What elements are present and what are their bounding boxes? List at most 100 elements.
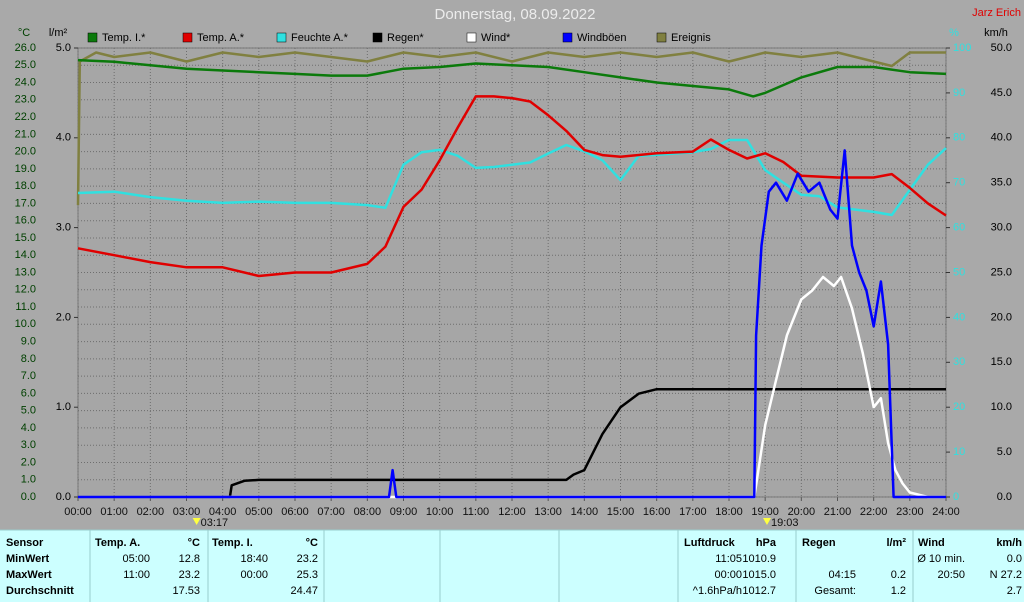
cell-time: 20:50 <box>937 569 965 581</box>
y-tick-label: 4.0 <box>21 422 36 434</box>
cell-value: 0.2 <box>891 569 906 581</box>
cell-time: 04:15 <box>828 569 856 581</box>
y-tick-label: 15.0 <box>15 232 36 244</box>
legend-label: Regen* <box>387 32 424 44</box>
x-tick-label: 16:00 <box>643 506 671 518</box>
cell-value: 1015.0 <box>742 569 776 581</box>
series-line <box>77 95 947 278</box>
y2-tick-label: 3.0 <box>56 222 71 234</box>
x-tick-label: 18:00 <box>715 506 743 518</box>
column-unit: °C <box>188 537 200 549</box>
cell-value: 1012.7 <box>742 585 776 597</box>
y3-tick-label: 60 <box>953 222 965 234</box>
legend-swatch <box>276 32 287 43</box>
y-tick-label: 1.0 <box>21 474 36 486</box>
y4-tick-label: 10.0 <box>991 401 1012 413</box>
y-tick-label: 11.0 <box>15 301 36 313</box>
table-lines <box>0 529 1024 602</box>
x-tick-label: 17:00 <box>679 506 707 518</box>
legend-label: Temp. A.* <box>197 32 245 44</box>
y3-tick-label: 50 <box>953 266 965 278</box>
y2-tick-label: 0.0 <box>56 491 71 503</box>
x-tick-label: 20:00 <box>788 506 816 518</box>
column-unit: km/h <box>996 537 1022 549</box>
legend-label: Ereignis <box>671 32 711 44</box>
cell-value: 1010.9 <box>742 553 776 565</box>
y-tick-label: 6.0 <box>21 387 36 399</box>
y-tick-label: 20.0 <box>15 146 36 158</box>
y3-axis-unit: % <box>949 27 959 39</box>
cell-time: 11:05 <box>715 553 742 565</box>
column-unit: hPa <box>756 537 777 549</box>
legend-swatch <box>656 32 667 43</box>
x-tick-label: 13:00 <box>534 506 562 518</box>
y-tick-label: 25.0 <box>15 59 36 71</box>
y4-tick-label: 45.0 <box>991 87 1012 99</box>
x-tick-label: 01:00 <box>100 506 128 518</box>
author: Jarz Erich <box>972 7 1021 19</box>
y-tick-label: 2.0 <box>21 456 36 468</box>
column-title: Temp. I. <box>212 537 253 549</box>
y-tick-label: 5.0 <box>21 405 36 417</box>
x-tick-label: 00:00 <box>64 506 92 518</box>
y2-tick-label: 4.0 <box>56 132 71 144</box>
y-tick-label: 14.0 <box>15 249 36 261</box>
cell-value: 17.53 <box>172 585 200 597</box>
cell-time: ^1.6hPa/h <box>693 585 742 597</box>
y4-tick-label: 15.0 <box>991 356 1012 368</box>
x-tick-label: 10:00 <box>426 506 454 518</box>
legend-swatch <box>372 32 383 43</box>
x-tick-label: 06:00 <box>281 506 309 518</box>
cell-value: 2.7 <box>1007 585 1022 597</box>
y4-tick-label: 20.0 <box>991 311 1012 323</box>
legend-swatch <box>87 32 98 43</box>
y4-tick-label: 35.0 <box>991 177 1012 189</box>
y-tick-label: 18.0 <box>15 180 36 192</box>
y-tick-label: 26.0 <box>15 42 36 54</box>
series-line <box>78 387 946 499</box>
legend-label: Wind* <box>481 32 511 44</box>
y-tick-label: 23.0 <box>15 94 36 106</box>
cell-value: 23.2 <box>179 569 200 581</box>
x-tick-label: 08:00 <box>354 506 382 518</box>
cell-value: 12.8 <box>179 553 200 565</box>
cell-time: Gesamt: <box>814 585 856 597</box>
y3-tick-label: 30 <box>953 356 965 368</box>
y4-tick-label: 0.0 <box>997 491 1012 503</box>
y-tick-label: 17.0 <box>15 197 36 209</box>
column-title: Wind <box>918 537 945 549</box>
series-line <box>78 275 946 499</box>
series-line <box>76 51 946 206</box>
y3-tick-label: 100 <box>953 42 971 54</box>
y-tick-label: 22.0 <box>15 111 36 123</box>
x-tick-label: 12:00 <box>498 506 526 518</box>
stats-table <box>0 530 1024 602</box>
y4-axis-unit: km/h <box>984 27 1008 39</box>
y-tick-label: 0.0 <box>21 491 36 503</box>
cell-time: 18:40 <box>240 553 268 565</box>
y-tick-label: 21.0 <box>15 128 36 140</box>
cell-time: 00:00 <box>714 569 742 581</box>
y4-tick-label: 50.0 <box>991 42 1012 54</box>
y-tick-label: 7.0 <box>21 370 36 382</box>
x-tick-label: 14:00 <box>571 506 599 518</box>
row-label: Sensor <box>6 537 44 549</box>
y2-tick-label: 5.0 <box>56 42 71 54</box>
x-tick-label: 03:00 <box>173 506 201 518</box>
annotation-label: 19:03 <box>771 517 799 529</box>
y4-tick-label: 25.0 <box>991 266 1012 278</box>
cell-value: 0.0 <box>1007 553 1022 565</box>
column-title: Regen <box>802 537 836 549</box>
column-title: Luftdruck <box>684 537 736 549</box>
y4-tick-label: 5.0 <box>997 446 1012 458</box>
y-tick-label: 16.0 <box>15 215 36 227</box>
y-tick-label: 13.0 <box>15 266 36 278</box>
y-tick-label: 9.0 <box>21 335 36 347</box>
x-tick-label: 07:00 <box>317 506 345 518</box>
y4-tick-label: 30.0 <box>991 222 1012 234</box>
row-label: Durchschnitt <box>6 585 74 597</box>
y3-tick-label: 70 <box>953 177 965 189</box>
series-line <box>77 58 947 98</box>
y-axis-unit: °C <box>18 27 30 39</box>
y2-tick-label: 2.0 <box>56 311 71 323</box>
